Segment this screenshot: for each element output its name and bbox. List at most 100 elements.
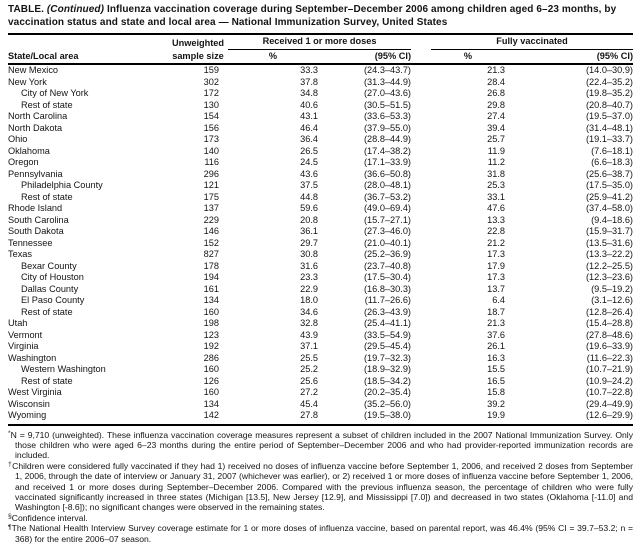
gap-cell xyxy=(411,146,431,158)
dose1-percent-cell: 24.5 xyxy=(300,157,318,167)
table-row: Rest of state 126 25.6 (18.5–34.2) 16.5 … xyxy=(8,376,633,388)
gap-cell xyxy=(411,330,431,342)
header-gap xyxy=(411,50,431,65)
state-area-cell: Wisconsin xyxy=(8,398,50,409)
dose1-ci-cell: (24.3–43.7) xyxy=(364,65,411,75)
gap-cell xyxy=(411,387,431,399)
gap-cell xyxy=(411,77,431,89)
full-ci-cell: (25.6–38.7) xyxy=(586,168,633,179)
gap-cell xyxy=(411,123,431,135)
gap-cell xyxy=(411,111,431,123)
table-row: South Dakota 146 36.1 (27.3–46.0) 22.8 (… xyxy=(8,226,633,238)
full-ci-cell: (10.9–24.2) xyxy=(586,375,633,386)
dose1-ci-cell: (36.6–50.8) xyxy=(364,168,411,179)
full-ci-cell: (12.8–26.4) xyxy=(586,306,633,317)
full-percent-cell: 11.9 xyxy=(487,145,505,156)
table-row: South Carolina 229 20.8 (15.7–27.1) 13.3… xyxy=(8,215,633,227)
full-ci-cell: (12.6–29.9) xyxy=(586,410,633,420)
full-percent-cell: 39.4 xyxy=(487,122,505,133)
table-row: City of New York 172 34.8 (27.0–43.6) 26… xyxy=(8,88,633,100)
full-percent-cell: 17.9 xyxy=(487,260,505,271)
table-row: Utah 198 32.8 (25.4–41.1) 21.3 (15.4–28.… xyxy=(8,318,633,330)
full-percent-cell: 21.3 xyxy=(487,65,505,75)
dose1-percent-cell: 20.8 xyxy=(300,214,318,225)
gap-cell xyxy=(411,238,431,250)
dose1-ci-cell: (17.1–33.9) xyxy=(364,157,411,167)
table-row: Pennsylvania 296 43.6 (36.6–50.8) 31.8 (… xyxy=(8,169,633,181)
footnotes: *N = 9,710 (unweighted). These influenza… xyxy=(8,430,633,544)
dose1-percent-cell: 45.4 xyxy=(300,398,318,409)
full-ci-cell: (19.6–33.9) xyxy=(586,341,633,351)
full-percent-cell: 16.3 xyxy=(487,352,505,363)
dose1-ci-cell: (25.2–36.9) xyxy=(364,249,411,259)
table-row: Ohio 173 36.4 (28.8–44.9) 25.7 (19.1–33.… xyxy=(8,134,633,146)
table-row: North Carolina 154 43.1 (33.6–53.3) 27.4… xyxy=(8,111,633,123)
full-percent-cell: 25.7 xyxy=(487,134,505,144)
dose1-percent-cell: 25.5 xyxy=(300,352,318,363)
table-row: New Mexico 159 33.3 (24.3–43.7) 21.3 (14… xyxy=(8,64,633,77)
table-row: Rest of state 160 34.6 (26.3–43.9) 18.7 … xyxy=(8,307,633,319)
dose1-percent-cell: 44.8 xyxy=(300,191,318,202)
full-ci-cell: (13.3–22.2) xyxy=(586,249,633,259)
state-area-cell: Rhode Island xyxy=(8,203,63,213)
state-area-cell: Bexar County xyxy=(21,260,77,271)
gap-cell xyxy=(411,100,431,112)
full-percent-cell: 28.4 xyxy=(487,76,505,87)
dose1-percent-cell: 46.4 xyxy=(300,122,318,133)
table-header: Unweighted Received 1 or more doses Full… xyxy=(8,34,633,64)
dose1-percent-cell: 25.6 xyxy=(300,375,318,386)
dose1-ci-cell: (19.7–32.3) xyxy=(364,352,411,363)
dose1-ci-cell: (19.5–38.0) xyxy=(364,410,411,420)
table-row: Wisconsin 134 45.4 (35.2–56.0) 39.2 (29.… xyxy=(8,399,633,411)
state-area-cell: Dallas County xyxy=(21,283,79,294)
state-area-cell: South Carolina xyxy=(8,214,69,225)
dose1-ci-cell: (17.5–30.4) xyxy=(364,272,411,282)
gap-cell xyxy=(411,64,431,77)
footnote-text: N = 9,710 (unweighted). These influenza … xyxy=(10,429,633,461)
dose1-percent-cell: 37.1 xyxy=(300,341,318,351)
dose1-ci-cell: (21.0–40.1) xyxy=(364,237,411,248)
gap-cell xyxy=(411,376,431,388)
sample-size-cell: 123 xyxy=(203,329,219,340)
dose1-ci-cell: (28.0–48.1) xyxy=(364,180,411,190)
gap-cell xyxy=(411,261,431,273)
full-ci-cell: (7.6–18.1) xyxy=(591,145,633,156)
full-ci-cell: (9.4–18.6) xyxy=(591,214,633,225)
state-area-cell: West Virginia xyxy=(8,387,62,397)
state-area-cell: New Mexico xyxy=(8,65,59,75)
sample-size-cell: 146 xyxy=(203,226,219,236)
dose1-ci-cell: (23.7–40.8) xyxy=(364,260,411,271)
state-area-cell: South Dakota xyxy=(8,226,64,236)
full-ci-cell: (6.6–18.3) xyxy=(591,157,633,167)
table-row: City of Houston 194 23.3 (17.5–30.4) 17.… xyxy=(8,272,633,284)
sample-size-cell: 198 xyxy=(203,318,219,328)
gap-cell xyxy=(411,318,431,330)
gap-cell xyxy=(411,399,431,411)
sample-size-cell: 229 xyxy=(203,214,219,225)
sample-size-header-line2: sample size xyxy=(172,51,224,61)
state-area-cell: Pennsylvania xyxy=(8,168,63,179)
sample-size-cell: 173 xyxy=(203,134,219,144)
full-percent-cell: 31.8 xyxy=(487,168,505,179)
full-percent-cell: 27.4 xyxy=(487,111,505,121)
full-ci-cell: (19.5–37.0) xyxy=(586,111,633,121)
dose1-percent-cell: 43.1 xyxy=(300,111,318,121)
gap-cell xyxy=(411,215,431,227)
table-row: Dallas County 161 22.9 (16.8–30.3) 13.7 … xyxy=(8,284,633,296)
dose1-ci-cell: (30.5–51.5) xyxy=(364,99,411,110)
table-row: Oregon 116 24.5 (17.1–33.9) 11.2 (6.6–18… xyxy=(8,157,633,169)
gap-cell xyxy=(411,88,431,100)
dose1-percent-cell: 34.6 xyxy=(300,306,318,317)
sample-size-cell: 160 xyxy=(203,387,219,397)
gap-cell xyxy=(411,295,431,307)
dose1-ci-cell: (31.3–44.9) xyxy=(364,76,411,87)
sample-size-cell: 140 xyxy=(203,145,219,156)
table-title-prefix: TABLE. xyxy=(8,4,47,15)
full-ci-cell: (10.7–21.9) xyxy=(586,364,633,374)
sample-size-cell: 161 xyxy=(203,283,219,294)
dose1-percent-cell: 31.6 xyxy=(300,260,318,271)
full-percent-cell: 11.2 xyxy=(487,157,505,167)
gap-cell xyxy=(411,192,431,204)
full-percent-cell: 22.8 xyxy=(487,226,505,236)
dose1-percent-cell: 22.9 xyxy=(300,283,318,294)
